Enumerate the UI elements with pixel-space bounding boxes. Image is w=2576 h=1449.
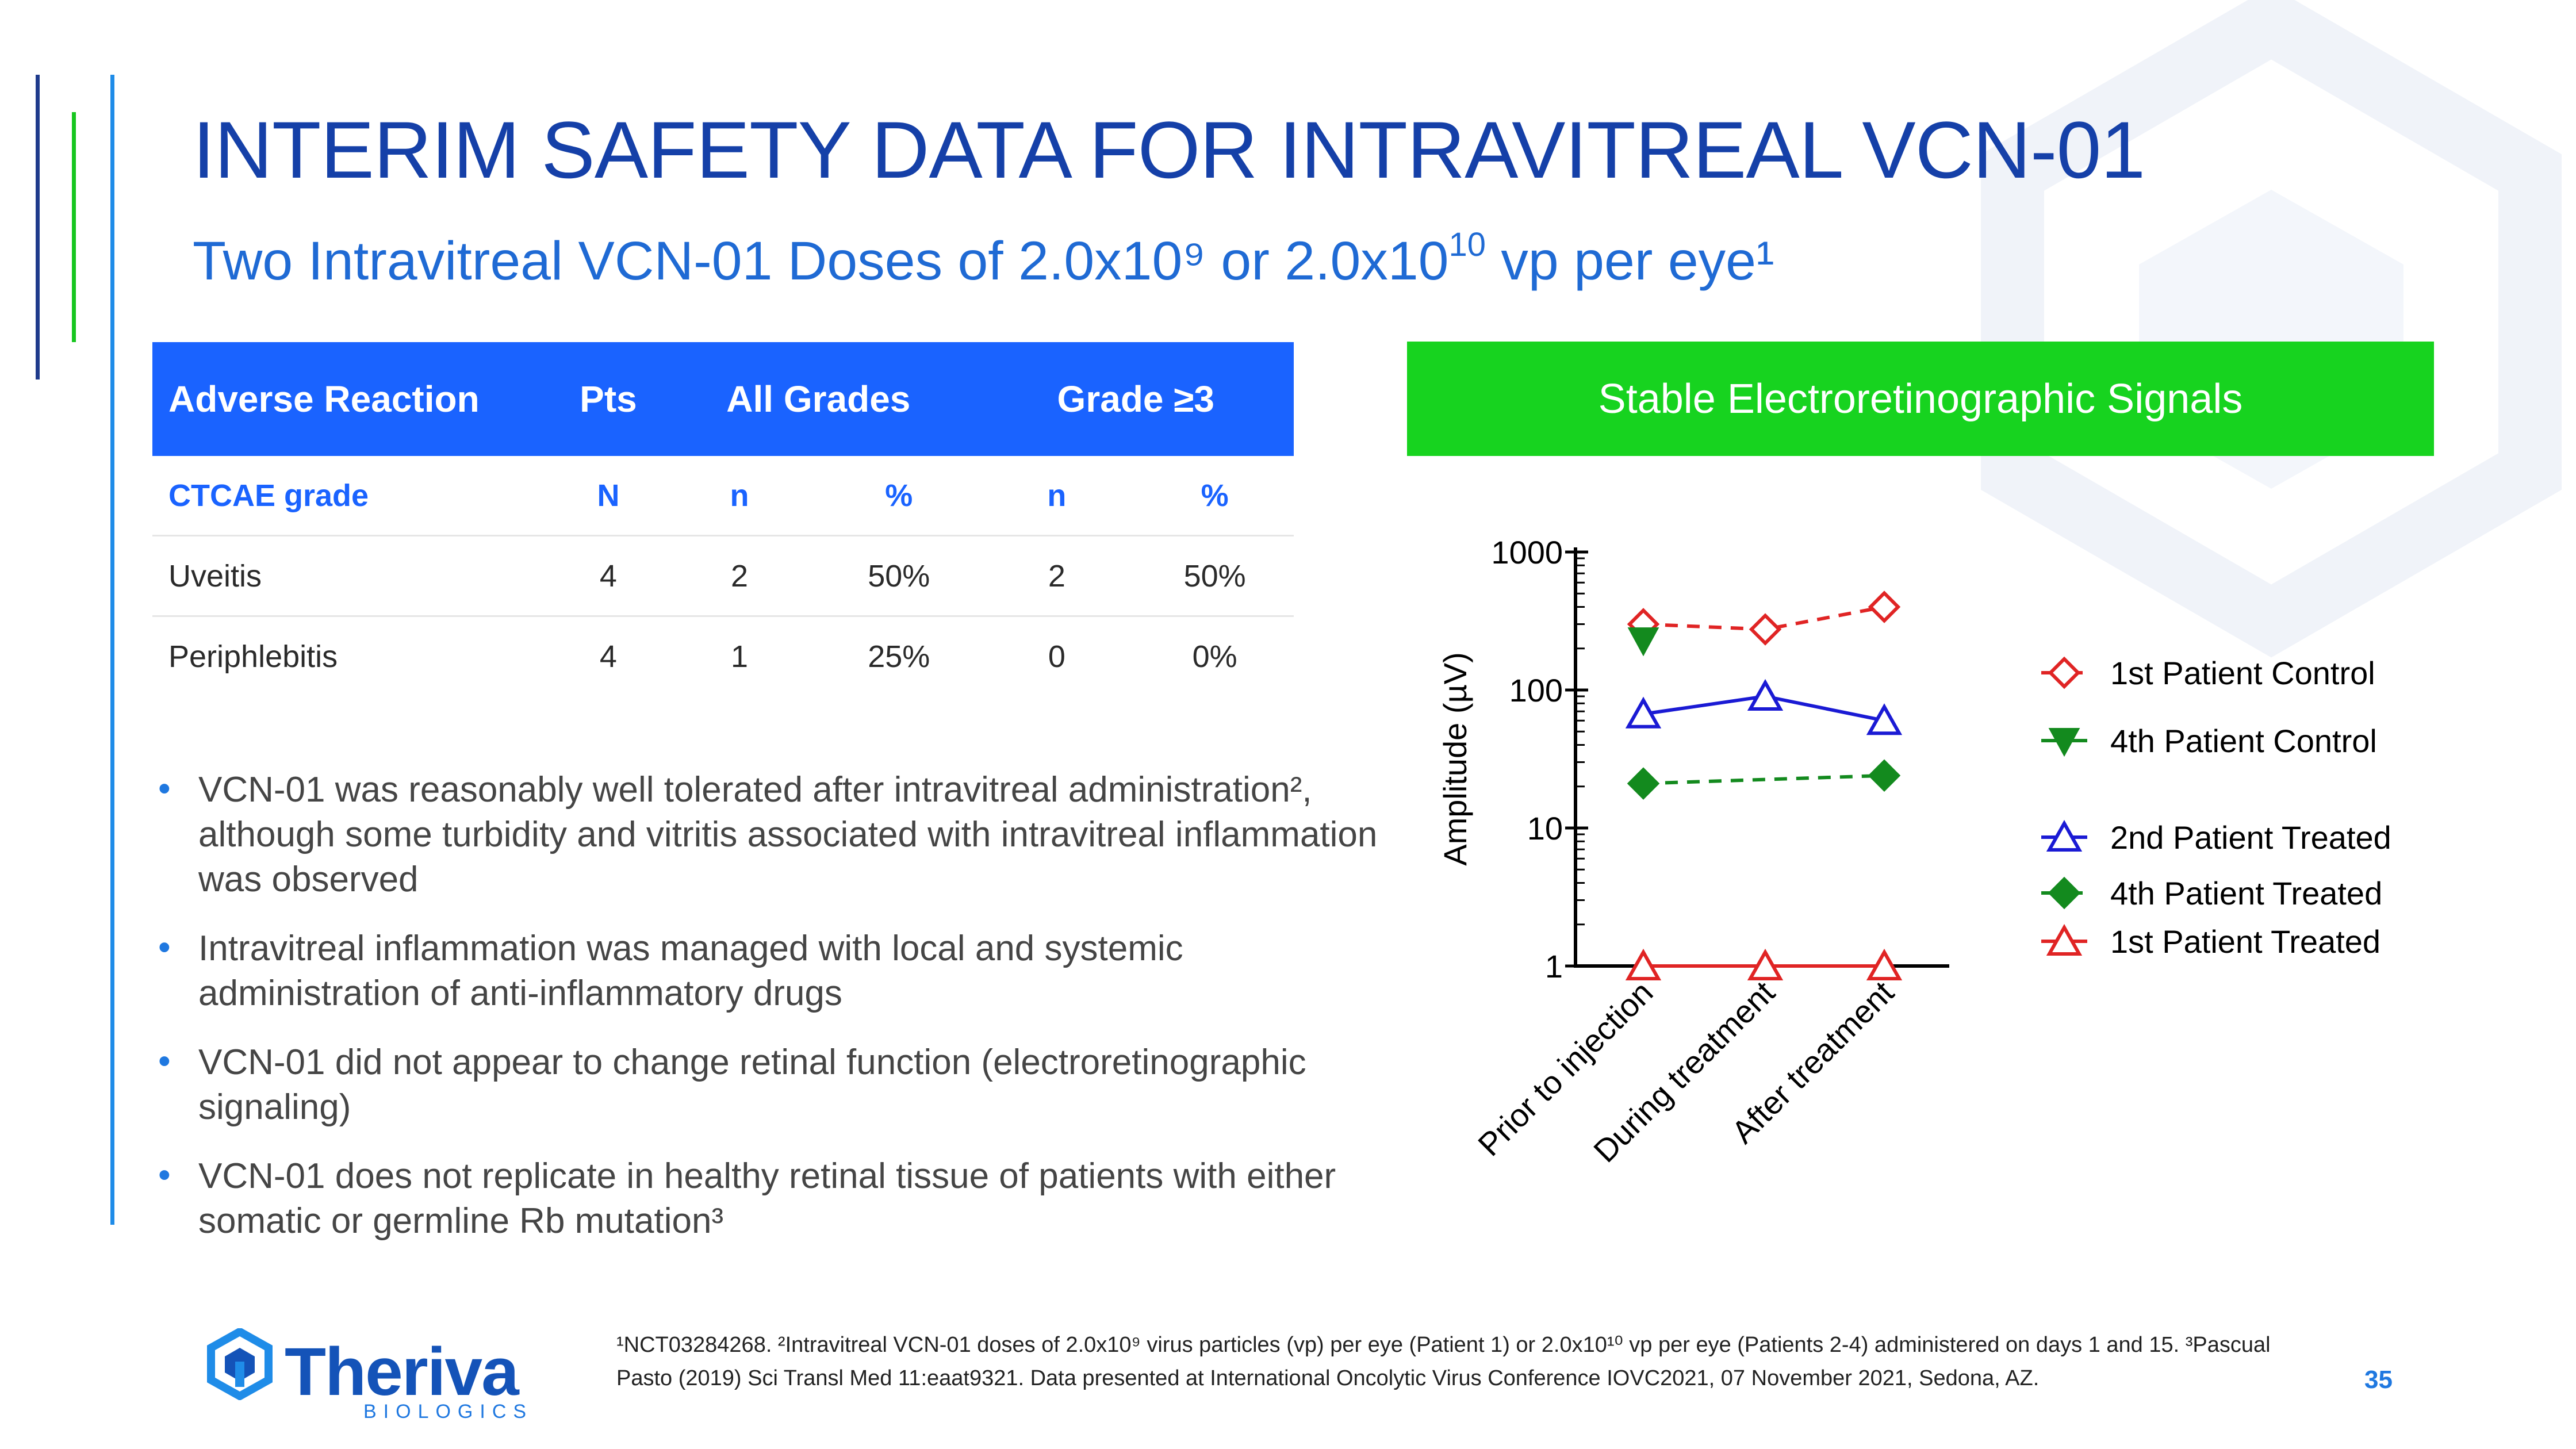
- legend-marker: [2046, 923, 2083, 956]
- y-tick-label: 100: [1509, 672, 1563, 708]
- list-item: • VCN-01 was reasonably well tolerated af…: [155, 768, 1392, 902]
- table-cell: n: [977, 456, 1136, 536]
- table-cell: 0%: [1192, 639, 1237, 674]
- table-cell: 0: [1048, 639, 1065, 674]
- adverse-reaction-table: Adverse Reaction Pts All Grades Grade ≥3…: [152, 342, 1294, 696]
- series-line-3: [1643, 773, 1885, 785]
- table-cell: 25%: [868, 639, 930, 674]
- table-cell: Uveitis: [152, 535, 558, 617]
- accent-bar-navy: [36, 75, 40, 379]
- legend-label: 4th Patient Treated: [2110, 875, 2382, 911]
- series-line-0: [1643, 605, 1885, 631]
- table-cell: N: [557, 456, 660, 536]
- data-point-series-4: [1866, 948, 1903, 980]
- table-cell: 2: [659, 535, 820, 617]
- bullet-icon: •: [158, 1155, 171, 1195]
- data-point-series-3: [1868, 759, 1901, 792]
- legend-marker: [2046, 819, 2083, 852]
- table-row: Uveitis 4 2 50% 2 50%: [152, 535, 1294, 617]
- data-point-series-4: [1625, 948, 1662, 980]
- legend-label: 1st Patient Treated: [2110, 923, 2380, 960]
- table-cell: 1: [730, 639, 748, 674]
- header-all-grades: All Grades: [659, 342, 978, 456]
- y-tick-label: 1: [1545, 948, 1563, 984]
- header-adverse-reaction: Adverse Reaction: [152, 342, 558, 456]
- data-point-series-2: [1747, 678, 1784, 711]
- list-item: • Intravitreal inflammation was managed w…: [155, 926, 1392, 1016]
- page-subtitle: Two Intravitreal VCN-01 Doses of 2.0x10⁹…: [193, 226, 1774, 293]
- accent-bar-blue: [110, 75, 114, 1225]
- legend-marker: [2048, 728, 2080, 757]
- data-point-series-1: [1627, 627, 1659, 657]
- logo-subtitle: BIOLOGICS: [363, 1401, 534, 1423]
- data-point-series-3: [1627, 767, 1660, 800]
- subtitle-tail: vp per eye¹: [1486, 231, 1774, 292]
- chart-header-banner: Stable Electroretinographic Signals: [1407, 342, 2434, 456]
- page-title: INTERIM SAFETY DATA FOR INTRAVITREAL VCN…: [193, 105, 2145, 195]
- bullet-text: VCN-01 does not replicate in healthy ret…: [198, 1156, 1336, 1241]
- data-point-series-0: [1749, 613, 1782, 646]
- header-grade-3: Grade ≥3: [977, 342, 1294, 456]
- table-cell: 2: [977, 535, 1136, 617]
- y-axis-label: Amplitude (µV): [1437, 652, 1473, 866]
- bullet-text: Intravitreal inflammation was managed wi…: [198, 929, 1183, 1013]
- data-point-series-4: [1747, 948, 1784, 980]
- header-pts: Pts: [557, 342, 660, 456]
- subtitle-exponent: 10: [1448, 226, 1486, 263]
- bullet-icon: •: [158, 769, 171, 808]
- table-cell: CTCAE grade: [152, 456, 558, 536]
- legend-marker: [2048, 876, 2081, 910]
- legend-label: 1st Patient Control: [2110, 655, 2375, 691]
- table-cell: %: [819, 456, 978, 536]
- table-cell: 4: [557, 535, 660, 617]
- data-point-series-0: [1868, 591, 1901, 623]
- findings-bullet-list: • VCN-01 was reasonably well tolerated af…: [155, 768, 1392, 1268]
- page-number: 35: [2364, 1366, 2393, 1394]
- theriva-logo-icon: [207, 1328, 273, 1400]
- subtitle-main: Two Intravitreal VCN-01 Doses of 2.0x10⁹…: [193, 231, 1449, 292]
- table-cell: n: [659, 456, 820, 536]
- table-row: Periphlebitis 4 1 25% 0 0%: [152, 616, 1294, 696]
- table-cell: %: [1136, 456, 1294, 536]
- data-point-series-2: [1625, 696, 1662, 729]
- data-point-series-2: [1866, 703, 1903, 735]
- list-item: • VCN-01 does not replicate in healthy re…: [155, 1154, 1392, 1244]
- accent-bar-green: [72, 112, 76, 342]
- bullet-text: VCN-01 was reasonably well tolerated aft…: [198, 770, 1378, 899]
- table-cell: 50%: [1136, 535, 1294, 617]
- legend-label: 2nd Patient Treated: [2110, 819, 2391, 856]
- y-tick-label: 1000: [1491, 534, 1563, 570]
- y-tick-label: 10: [1527, 810, 1563, 846]
- table-subheader-row: CTCAE grade N n % n %: [152, 456, 1294, 536]
- legend-marker: [2048, 656, 2081, 689]
- bullet-text: VCN-01 did not appear to change retinal …: [198, 1042, 1306, 1127]
- bullet-icon: •: [158, 927, 171, 967]
- table-header-row: Adverse Reaction Pts All Grades Grade ≥3: [152, 342, 1294, 456]
- table-cell: Periphlebitis: [168, 639, 338, 674]
- legend-label: 4th Patient Control: [2110, 723, 2377, 759]
- footnote: ¹NCT03284268. ²Intravitreal VCN-01 doses…: [616, 1333, 2271, 1390]
- table-cell: 50%: [819, 535, 978, 617]
- logo-wordmark: Theriva: [285, 1334, 519, 1410]
- list-item: • VCN-01 did not appear to change retinal…: [155, 1040, 1392, 1130]
- bullet-icon: •: [158, 1041, 171, 1081]
- table-cell: 4: [599, 639, 617, 674]
